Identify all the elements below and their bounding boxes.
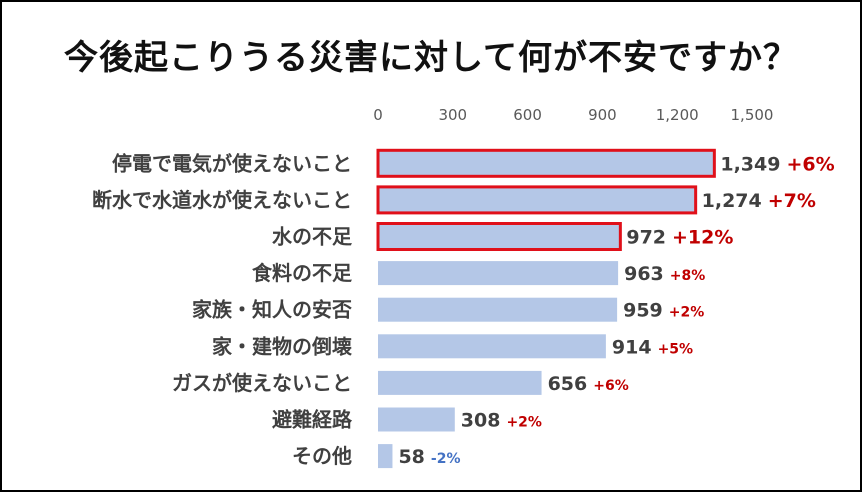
bar	[378, 224, 621, 249]
x-tick-label: 300	[438, 106, 467, 124]
change-label: +8%	[670, 268, 706, 284]
change-label: +5%	[658, 341, 694, 357]
highlight-box	[376, 148, 716, 178]
value-label: 963 +8%	[624, 263, 705, 285]
value-label: 959 +2%	[623, 300, 704, 322]
value-label: 914 +5%	[612, 336, 693, 358]
value-label: 1,274 +7%	[702, 190, 816, 212]
x-tick-label: 1,500	[731, 106, 774, 124]
x-tick-label: 600	[513, 106, 542, 124]
bar	[378, 444, 393, 469]
value-number: 308	[461, 410, 501, 432]
value-label: 58 -2%	[398, 446, 460, 468]
category-label: 家・建物の倒壊	[212, 334, 353, 358]
value-labels: 1,349 +6% 1,274 +7% 972 +12% 963 +8% 959 +2% 914 +5…	[398, 153, 834, 468]
change-label: +7%	[768, 190, 816, 212]
x-axis-ticks: 0 300 600 900 1,200 1,500	[373, 106, 773, 124]
value-number: 914	[612, 336, 652, 358]
value-number: 959	[623, 300, 663, 322]
value-number: 656	[548, 373, 588, 395]
value-number: 58	[398, 446, 424, 468]
value-label: 1,349 +6%	[720, 153, 834, 175]
category-label: 避難経路	[272, 408, 353, 432]
x-tick-label: 0	[373, 106, 383, 124]
change-label: -2%	[431, 451, 461, 467]
category-label: 水の不足	[272, 225, 353, 249]
value-number: 963	[624, 263, 664, 285]
value-number: 1,349	[720, 153, 780, 175]
category-label: 断水で水道水が使えないこと	[92, 188, 352, 212]
category-label: ガスが使えないこと	[172, 371, 352, 395]
bars	[376, 148, 716, 469]
change-label: +6%	[786, 153, 834, 175]
category-labels: 停電で電気が使えないこと断水で水道水が使えないこと水の不足食料の不足家族・知人の…	[92, 151, 353, 468]
highlight-box	[376, 185, 698, 215]
bar	[378, 297, 618, 322]
value-number: 972	[626, 227, 666, 249]
change-label: +12%	[672, 227, 733, 249]
change-label: +6%	[593, 378, 629, 394]
value-label: 308 +2%	[461, 410, 542, 432]
category-label: その他	[292, 444, 352, 468]
change-label: +2%	[669, 305, 705, 321]
bar	[378, 151, 715, 176]
value-label: 972 +12%	[626, 227, 733, 249]
x-tick-label: 900	[588, 106, 617, 124]
bar	[378, 370, 542, 395]
bar	[378, 334, 606, 359]
value-number: 1,274	[702, 190, 762, 212]
bar	[378, 187, 696, 212]
chart-title: 今後起こりうる災害に対して何が不安ですか？	[64, 38, 798, 78]
value-label: 656 +6%	[548, 373, 629, 395]
highlight-box	[376, 222, 622, 251]
category-label: 停電で電気が使えないこと	[112, 151, 352, 175]
bar	[378, 407, 455, 432]
category-label: 食料の不足	[252, 261, 353, 285]
change-label: +2%	[506, 415, 542, 431]
x-tick-label: 1,200	[656, 106, 699, 124]
bar	[378, 261, 619, 286]
category-label: 家族・知人の安否	[192, 298, 352, 322]
